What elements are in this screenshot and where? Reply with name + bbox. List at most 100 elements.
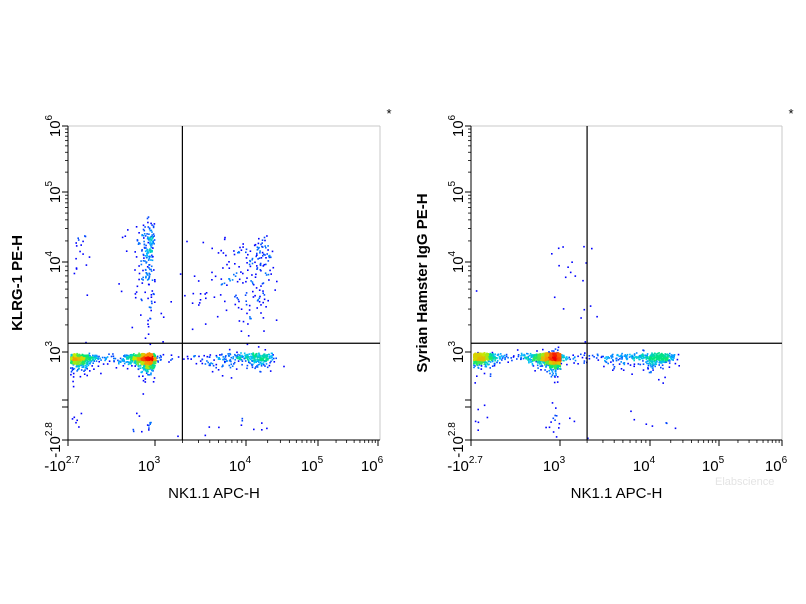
event-dot bbox=[235, 355, 238, 357]
event-dot bbox=[153, 243, 155, 245]
event-dot bbox=[151, 358, 154, 361]
event-dot bbox=[177, 435, 179, 438]
event-dot bbox=[544, 363, 546, 366]
event-dot bbox=[202, 241, 205, 244]
event-dot bbox=[137, 358, 140, 361]
event-dot bbox=[144, 356, 146, 358]
event-dot bbox=[84, 355, 86, 358]
event-dot bbox=[150, 251, 152, 253]
event-dot bbox=[86, 374, 88, 377]
event-dot bbox=[251, 258, 253, 261]
event-dot bbox=[256, 355, 259, 358]
event-dot bbox=[258, 361, 260, 363]
event-dot bbox=[255, 366, 257, 368]
event-dot bbox=[144, 354, 146, 357]
event-dot bbox=[528, 361, 530, 364]
event-dot bbox=[213, 296, 216, 298]
event-dot bbox=[147, 325, 150, 328]
event-dot bbox=[98, 355, 100, 358]
event-dot bbox=[73, 361, 76, 363]
event-dot bbox=[150, 259, 152, 261]
event-dot bbox=[147, 323, 149, 325]
event-dot bbox=[125, 361, 127, 363]
event-dot bbox=[491, 360, 494, 363]
event-dot bbox=[141, 249, 143, 251]
event-dot bbox=[132, 428, 135, 431]
event-dot bbox=[134, 251, 136, 253]
event-dot bbox=[569, 417, 571, 420]
event-dot bbox=[483, 363, 486, 365]
plot-panel-1: -102.7 103 104 105 106-102.8103104105106NK1.… bbox=[9, 106, 392, 502]
event-dot bbox=[151, 369, 154, 372]
event-dot bbox=[139, 357, 141, 359]
event-dot bbox=[148, 367, 150, 370]
event-dot bbox=[210, 362, 212, 364]
event-dot bbox=[147, 297, 149, 300]
y-tick-label: -102.8 bbox=[44, 422, 64, 458]
event-dot bbox=[142, 361, 145, 364]
event-dot bbox=[198, 302, 201, 304]
event-dot bbox=[226, 263, 228, 266]
event-dot bbox=[256, 268, 258, 270]
event-dot bbox=[276, 280, 278, 283]
event-dot bbox=[260, 269, 262, 272]
event-dot bbox=[149, 362, 152, 364]
event-dot bbox=[262, 253, 265, 256]
event-dot bbox=[245, 280, 247, 283]
event-dot bbox=[133, 362, 136, 364]
event-dot bbox=[242, 272, 244, 275]
event-dot bbox=[146, 352, 149, 355]
event-dot bbox=[145, 364, 147, 366]
event-dot bbox=[195, 362, 198, 365]
event-dot bbox=[474, 365, 476, 367]
event-dot bbox=[150, 235, 152, 238]
event-dot bbox=[541, 365, 544, 367]
event-dot bbox=[81, 354, 84, 356]
event-dot bbox=[247, 360, 250, 362]
event-dot bbox=[148, 353, 151, 355]
event-dot bbox=[193, 275, 196, 277]
event-dot bbox=[259, 269, 262, 271]
event-dot bbox=[261, 242, 263, 244]
event-dot bbox=[234, 359, 236, 361]
event-dot bbox=[134, 293, 137, 295]
event-dot bbox=[245, 303, 248, 306]
event-dot bbox=[145, 244, 147, 247]
event-dot bbox=[520, 356, 522, 359]
event-dot bbox=[486, 362, 488, 365]
event-dot bbox=[145, 372, 148, 374]
event-dot bbox=[527, 358, 529, 360]
event-dot bbox=[78, 353, 81, 356]
event-dot bbox=[263, 356, 266, 359]
event-dot bbox=[233, 361, 236, 364]
event-dot bbox=[146, 359, 148, 362]
event-dot bbox=[262, 290, 264, 292]
event-dot bbox=[144, 268, 147, 271]
event-dot bbox=[229, 353, 232, 356]
event-dot bbox=[76, 370, 78, 372]
event-dot bbox=[153, 235, 155, 237]
event-dot bbox=[87, 358, 90, 361]
event-dot bbox=[267, 245, 269, 247]
event-dot bbox=[198, 304, 200, 306]
event-dot bbox=[143, 368, 146, 371]
event-dot bbox=[141, 234, 143, 237]
event-dot bbox=[150, 270, 153, 272]
event-dot bbox=[106, 363, 109, 365]
event-dot bbox=[264, 365, 266, 367]
event-dot bbox=[223, 358, 225, 361]
event-dot bbox=[144, 357, 146, 359]
event-dot bbox=[500, 355, 503, 357]
event-dot bbox=[113, 357, 115, 360]
event-dot bbox=[247, 357, 249, 360]
event-dot bbox=[158, 357, 161, 359]
event-dot bbox=[205, 297, 207, 300]
event-dot bbox=[206, 355, 209, 358]
event-dot bbox=[149, 343, 152, 346]
event-dot bbox=[554, 414, 556, 417]
event-dot bbox=[160, 312, 163, 315]
event-dot bbox=[191, 328, 194, 331]
event-dot bbox=[224, 236, 226, 239]
event-dot bbox=[251, 364, 253, 367]
event-dot bbox=[258, 297, 261, 300]
